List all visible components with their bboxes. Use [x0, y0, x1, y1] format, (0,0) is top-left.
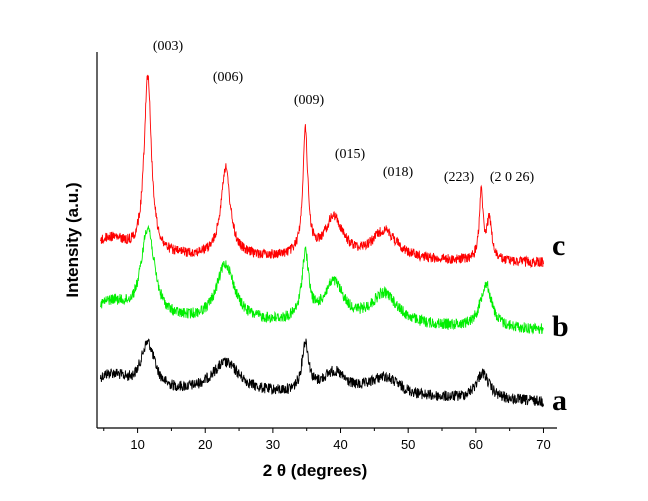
peak-labels: (003) (006) (009) (015) (018) (223) (2 0 26)	[153, 39, 535, 185]
x-axis-title: 2 θ (degrees)	[263, 461, 368, 480]
series-label-a: a	[552, 384, 567, 417]
peak-label: (2 0 26)	[490, 170, 535, 185]
series-labels: a b c	[552, 229, 569, 417]
series-label-b: b	[552, 310, 569, 343]
series-line-c	[99, 74, 544, 269]
x-tick-label: 30	[266, 437, 280, 452]
x-tick-label: 50	[401, 437, 415, 452]
x-tick-label: 70	[536, 437, 550, 452]
series-line-a	[99, 338, 544, 408]
series-line-b	[99, 224, 544, 335]
series-label-c: c	[552, 229, 565, 262]
peak-label: (009)	[294, 93, 325, 108]
x-tick-label: 60	[469, 437, 483, 452]
peak-label: (003)	[153, 39, 184, 54]
series-group	[99, 74, 544, 408]
x-tick-label: 10	[130, 437, 144, 452]
peak-label: (223)	[444, 170, 475, 185]
plot-axes: 10 20 30 40 50 60 70	[96, 52, 557, 452]
x-tick-label: 20	[198, 437, 212, 452]
peak-label: (018)	[383, 165, 414, 180]
peak-label: (006)	[213, 70, 244, 85]
x-ticks: 10 20 30 40 50 60 70	[103, 428, 551, 452]
x-tick-label: 40	[333, 437, 347, 452]
y-axis-title: Intensity (a.u.)	[63, 182, 82, 297]
peak-label: (015)	[335, 147, 366, 162]
